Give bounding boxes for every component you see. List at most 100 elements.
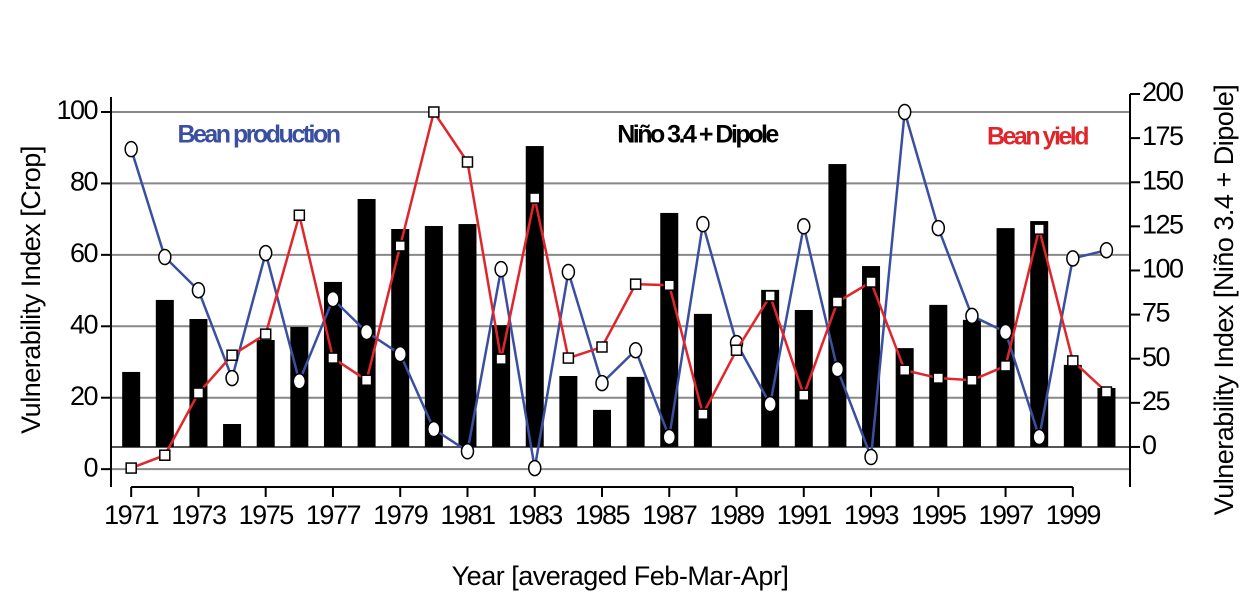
marker: [931, 219, 946, 237]
marker: [696, 215, 710, 233]
marker: [124, 140, 138, 158]
marker: [394, 240, 406, 252]
bar: [189, 319, 208, 447]
bar: [660, 212, 679, 447]
marker: [1099, 241, 1114, 259]
marker: [965, 307, 979, 325]
y-tick-label: 80: [70, 167, 98, 197]
marker: [897, 103, 912, 121]
x-tick-label: 1991: [777, 500, 832, 530]
x-tick-label: 1997: [979, 500, 1034, 530]
marker: [596, 341, 608, 353]
bar: [323, 281, 342, 447]
y2-tick-label: 0: [1142, 430, 1156, 460]
series-label: Bean production: [177, 121, 339, 149]
marker: [360, 374, 373, 386]
marker: [898, 364, 911, 376]
marker: [326, 290, 340, 308]
marker: [562, 352, 575, 364]
x-tick-label: 1983: [508, 500, 563, 530]
marker: [662, 428, 677, 446]
marker: [798, 389, 810, 401]
marker: [428, 106, 440, 118]
marker: [730, 344, 743, 356]
marker: [1033, 223, 1045, 235]
x-axis-title: Year [averaged Feb-Mar-Apr]: [452, 561, 789, 591]
marker: [226, 349, 238, 361]
bar: [1063, 364, 1082, 447]
bar: [155, 299, 174, 447]
marker: [1100, 386, 1113, 398]
marker: [1032, 428, 1046, 446]
marker: [561, 263, 576, 281]
bar: [458, 224, 477, 447]
x-tick-label: 1975: [239, 500, 294, 530]
bar: [525, 146, 544, 447]
x-tick-label: 1999: [1046, 500, 1101, 530]
marker: [1066, 250, 1080, 267]
series-label: Niño 3.4 + Dipole: [617, 121, 779, 149]
marker: [831, 296, 844, 308]
bar: [357, 199, 376, 447]
y-axis-title: Vulnerability Index [Crop]: [16, 146, 46, 434]
marker: [359, 323, 374, 341]
x-tick-label: 1979: [373, 500, 428, 530]
line: [130, 108, 1108, 470]
marker: [292, 373, 307, 390]
bar: [223, 424, 242, 447]
marker: [1067, 355, 1079, 367]
marker: [527, 459, 542, 477]
y2-tick-label: 100: [1142, 254, 1183, 284]
x-tick-label: 1973: [171, 500, 226, 530]
marker: [293, 209, 306, 221]
marker: [258, 244, 273, 262]
x-tick-label: 1971: [104, 500, 159, 530]
bar: [559, 376, 578, 447]
marker: [595, 374, 609, 392]
bar: [492, 325, 511, 447]
x-tick-label: 1989: [709, 500, 764, 530]
line: [129, 111, 1107, 469]
marker: [327, 352, 339, 364]
bar: [794, 310, 813, 447]
marker: [461, 156, 474, 168]
bar: [626, 376, 645, 447]
bar: [693, 313, 712, 447]
marker: [528, 192, 541, 204]
x-tick-label: 1995: [911, 500, 966, 530]
bar: [424, 226, 443, 447]
y2-tick-label: 50: [1142, 342, 1170, 372]
marker: [460, 443, 475, 460]
bar: [895, 348, 914, 447]
x-tick-label: 1985: [575, 500, 630, 530]
marker: [629, 278, 642, 290]
marker: [427, 420, 441, 438]
bar: [1097, 388, 1116, 447]
bar: [122, 371, 141, 447]
marker: [830, 360, 845, 378]
x-tick-label: 1981: [440, 500, 495, 530]
marker: [628, 341, 643, 359]
bar: [862, 266, 881, 447]
y2-tick-label: 150: [1142, 165, 1183, 195]
marker: [393, 345, 407, 363]
marker: [191, 281, 206, 299]
x-tick-label: 1987: [642, 500, 697, 530]
marker: [864, 448, 878, 466]
bar: [256, 340, 275, 447]
marker: [259, 328, 272, 340]
bar: [1030, 221, 1049, 447]
y-tick-label: 0: [83, 452, 97, 482]
marker: [225, 369, 239, 387]
marker: [125, 462, 137, 474]
marker: [192, 387, 205, 399]
y-tick-label: 100: [56, 95, 97, 125]
y2-tick-label: 75: [1142, 298, 1170, 328]
marker: [998, 323, 1013, 341]
marker: [495, 353, 507, 365]
y2-tick-label: 175: [1142, 121, 1183, 151]
marker: [763, 395, 777, 413]
marker: [764, 290, 776, 302]
marker: [697, 408, 709, 420]
